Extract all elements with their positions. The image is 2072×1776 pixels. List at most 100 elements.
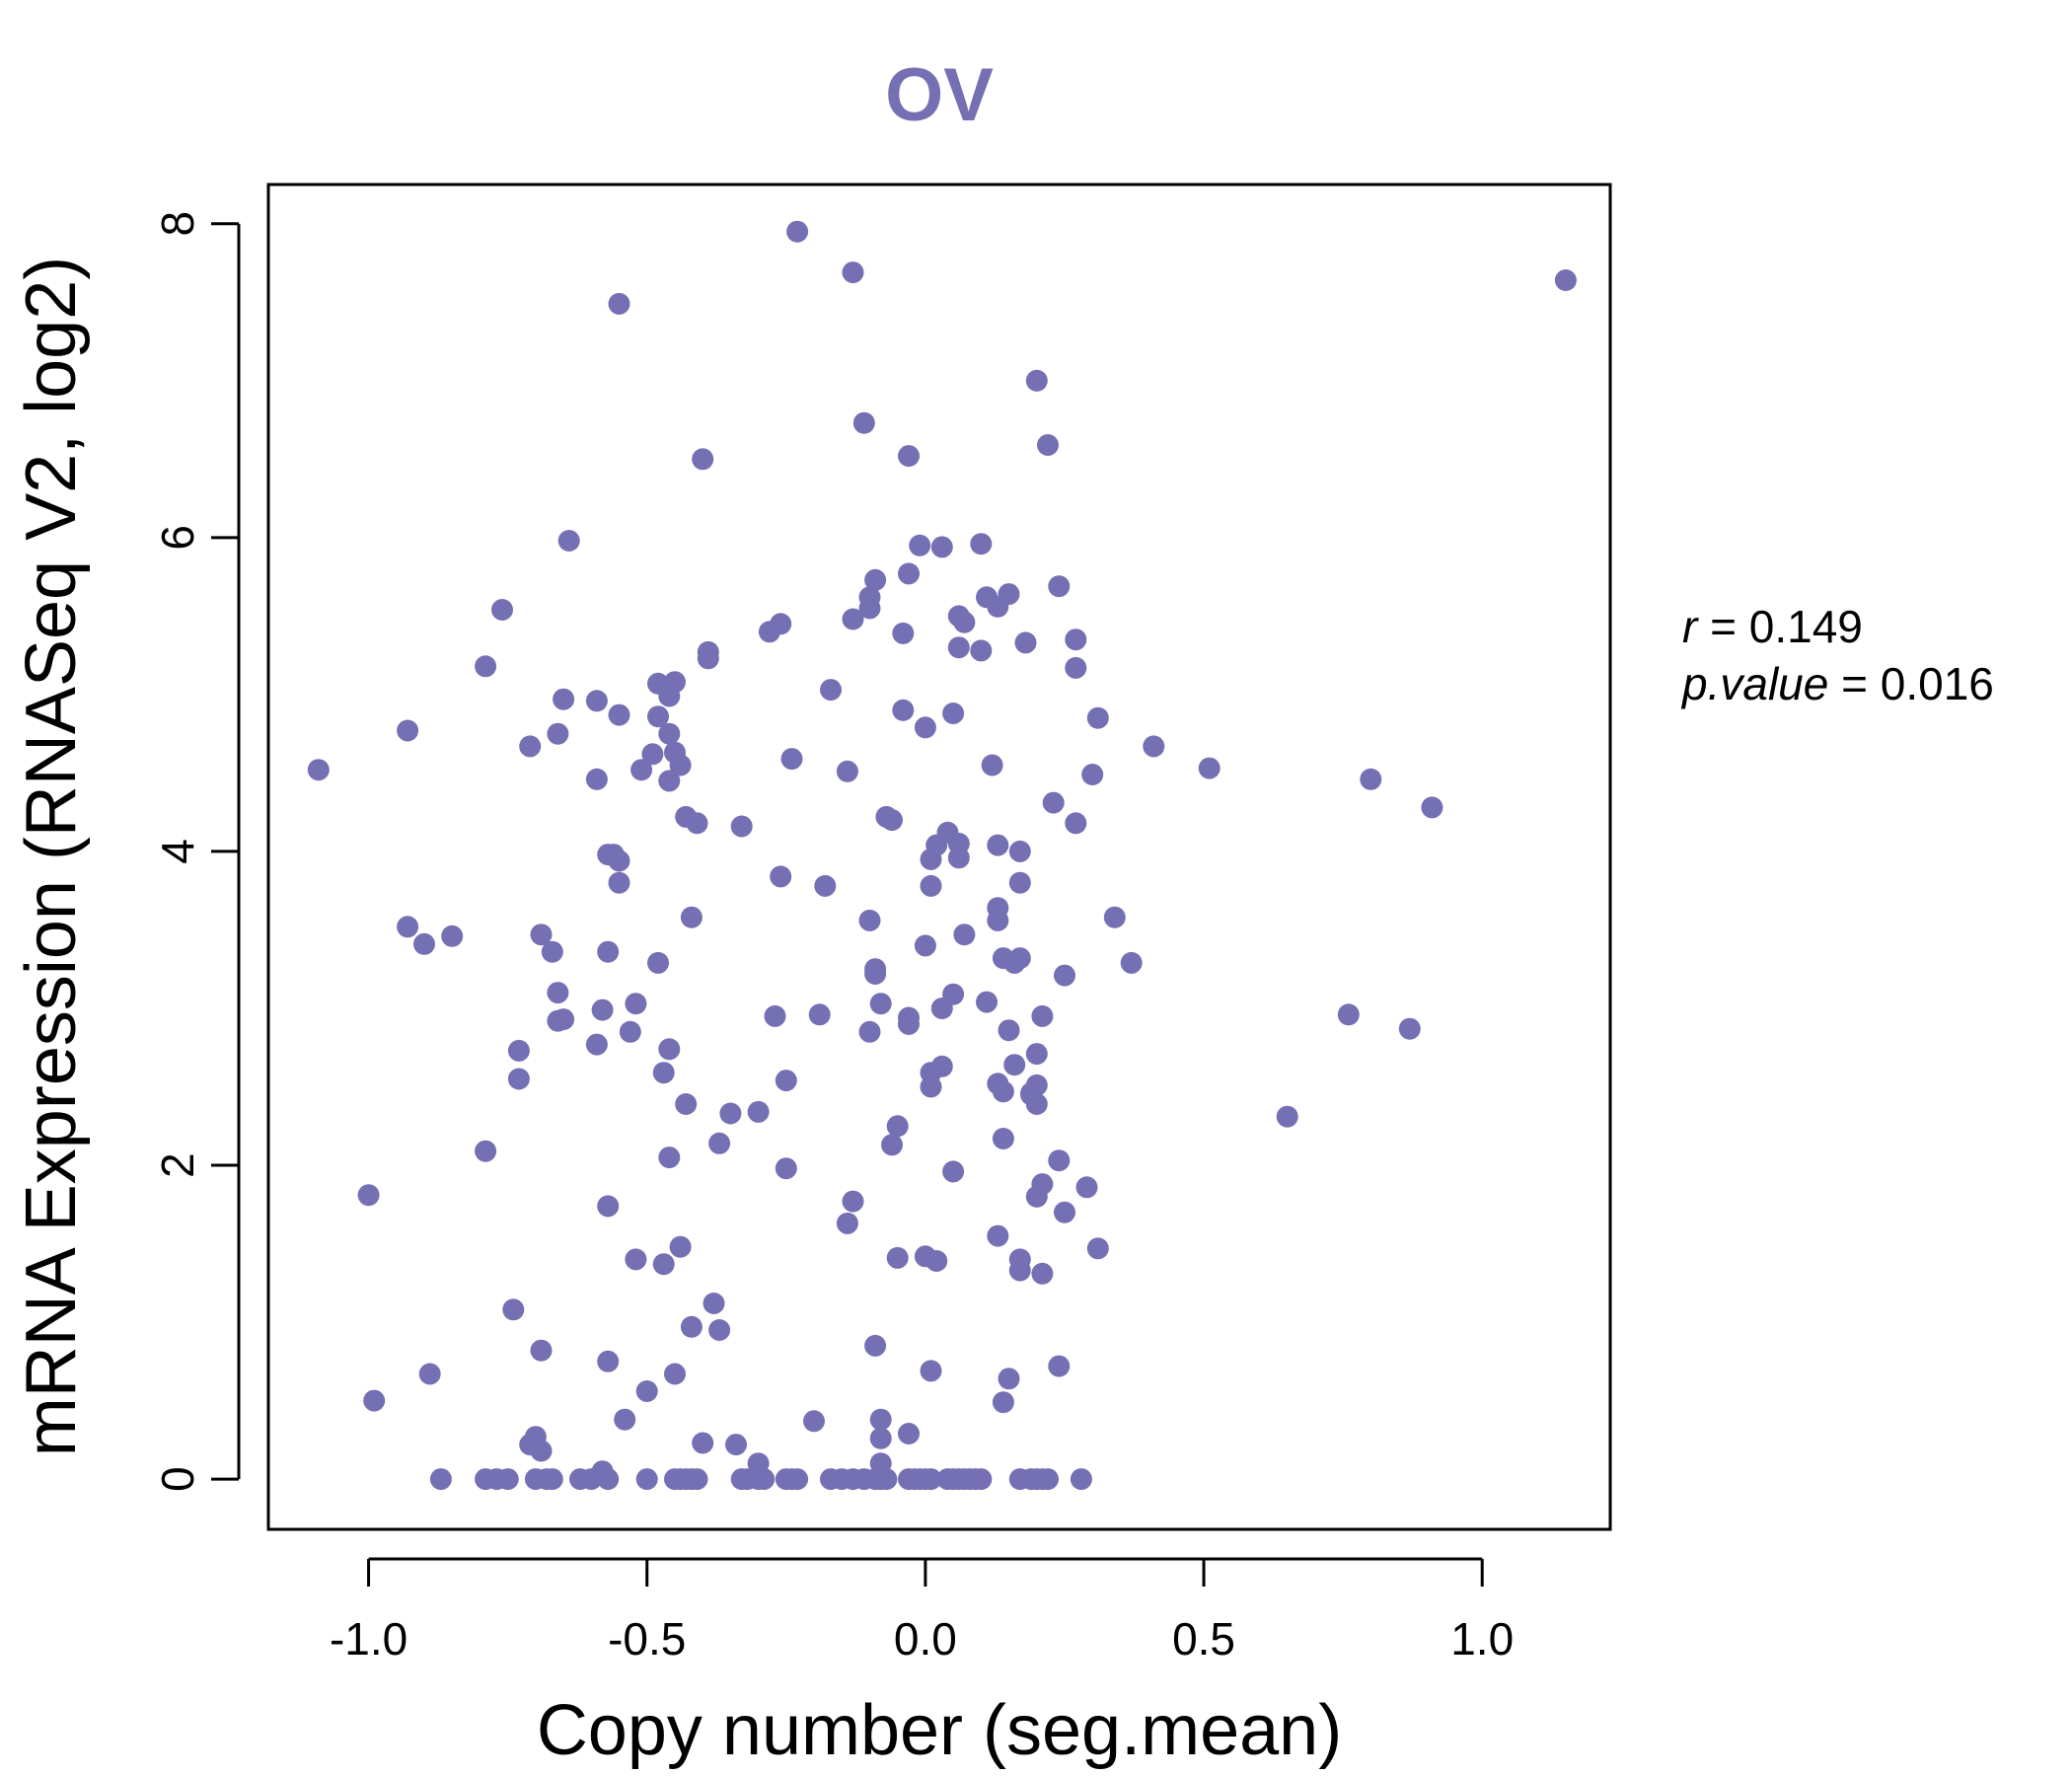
data-point [892, 622, 915, 644]
data-point [858, 1020, 881, 1043]
data-point [858, 909, 881, 931]
x-tick-label: 0.5 [1172, 1613, 1235, 1665]
data-point [541, 1468, 563, 1491]
data-point [692, 448, 714, 471]
data-point [992, 1080, 1014, 1103]
data-point [418, 1363, 441, 1385]
p-value-annotation: p.value = 0.016 [1680, 658, 1994, 709]
r-label: r [1682, 601, 1699, 652]
data-point [1048, 1149, 1071, 1172]
data-point [920, 1360, 942, 1382]
data-point [947, 847, 970, 869]
data-point [1360, 768, 1382, 790]
data-point [1065, 812, 1087, 835]
data-point [836, 1212, 858, 1234]
data-point [1008, 947, 1031, 970]
data-point [842, 1190, 864, 1213]
data-point [697, 640, 719, 663]
data-point [1103, 906, 1126, 928]
data-point [441, 925, 464, 947]
data-point [842, 608, 864, 630]
data-point [1086, 706, 1109, 729]
x-tick-label: 0.0 [894, 1613, 957, 1665]
data-point [647, 951, 669, 974]
data-point [625, 1248, 647, 1271]
data-point [786, 220, 809, 243]
data-point [397, 719, 419, 742]
data-point [1276, 1105, 1298, 1128]
y-tick-label: 4 [152, 839, 203, 864]
data-point [641, 743, 664, 766]
data-point [869, 1408, 892, 1431]
data-point [898, 1423, 920, 1444]
data-point [770, 613, 792, 635]
data-point [836, 760, 858, 782]
data-point [1065, 629, 1087, 651]
data-point [842, 261, 864, 284]
data-point [692, 1432, 714, 1454]
data-point [909, 534, 931, 556]
data-point [852, 411, 875, 434]
data-point [920, 1075, 942, 1098]
data-point [708, 1132, 731, 1154]
data-point [669, 754, 692, 777]
data-point [669, 1235, 692, 1258]
data-point [547, 982, 569, 1004]
x-tick-label: -0.5 [608, 1613, 686, 1665]
data-point [1081, 764, 1104, 785]
data-point [864, 568, 887, 591]
data-point [1031, 1262, 1054, 1285]
data-point [357, 1184, 380, 1207]
data-point [475, 655, 497, 678]
data-point [658, 1038, 681, 1061]
data-point [987, 897, 1009, 920]
data-point [597, 1468, 620, 1491]
data-point [725, 1434, 747, 1456]
correlation-annotation: r = 0.149 [1682, 601, 1863, 652]
data-point [881, 1134, 903, 1156]
data-point [1070, 1468, 1092, 1491]
data-point [864, 963, 887, 985]
y-tick-label: 8 [152, 211, 203, 237]
chart-title: OV [885, 53, 994, 137]
data-point [753, 1468, 776, 1491]
data-point [1031, 1004, 1054, 1027]
data-point [998, 583, 1020, 606]
data-point [519, 735, 542, 758]
data-point [708, 1319, 731, 1341]
data-point [703, 1293, 725, 1314]
data-point [992, 1128, 1014, 1149]
data-point [585, 690, 608, 712]
data-point [981, 754, 1003, 777]
data-point [942, 703, 965, 724]
data-point [553, 1008, 575, 1031]
data-point [864, 1334, 887, 1357]
data-point [625, 993, 647, 1015]
data-point [1398, 1017, 1421, 1040]
data-point [775, 1157, 797, 1180]
data-point [652, 1062, 675, 1084]
data-point [898, 1006, 920, 1029]
data-point [970, 1468, 993, 1491]
data-point [719, 1102, 742, 1125]
data-point [925, 1250, 948, 1272]
data-point [591, 999, 614, 1021]
data-point [998, 1368, 1020, 1390]
data-point [914, 934, 936, 957]
data-point [970, 639, 993, 662]
data-point [580, 1468, 603, 1491]
data-point [597, 1350, 620, 1372]
data-point [664, 1363, 686, 1385]
data-point [507, 1068, 530, 1090]
data-point [898, 445, 920, 468]
data-point [635, 1380, 658, 1402]
p-label: p.value [1680, 658, 1828, 709]
data-point [363, 1389, 386, 1412]
data-point [820, 679, 842, 702]
data-point [942, 1160, 965, 1183]
data-point [658, 770, 681, 792]
data-point [1008, 871, 1031, 894]
data-point [730, 815, 753, 838]
